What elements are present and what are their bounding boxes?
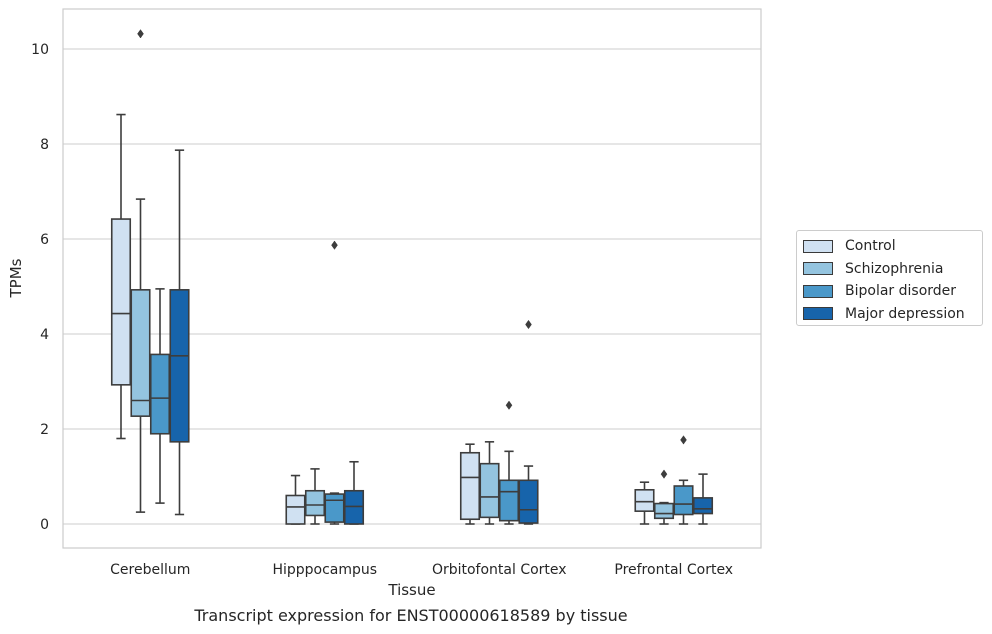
box-schizophrenia: [130, 29, 151, 513]
box-control: [459, 443, 481, 525]
box-iqr: [343, 489, 365, 525]
legend-label-schizophrenia: Schizophrenia: [845, 260, 944, 277]
box-iqr: [324, 493, 345, 523]
legend-label-control: Control: [845, 238, 896, 255]
box-control: [110, 113, 132, 440]
box-control: [634, 481, 655, 525]
box-iqr: [169, 289, 190, 443]
y-tick-label: 6: [40, 232, 49, 248]
box-major-depression: [169, 149, 190, 516]
x-tick-label: Cerebellum: [110, 562, 190, 578]
outlier-point: [331, 240, 338, 250]
outlier-point: [525, 319, 532, 330]
box-iqr: [673, 485, 694, 516]
outlier-point: [505, 400, 513, 410]
x-axis-label: Tissue: [387, 581, 435, 599]
box-series: [110, 29, 714, 525]
y-tick-label: 8: [40, 137, 49, 153]
box-iqr: [692, 497, 714, 515]
legend-item-major-depression: Major depression: [803, 303, 982, 326]
legend-swatch-schizophrenia: [803, 262, 833, 276]
box-major-depression: [343, 460, 365, 525]
y-tick-label: 10: [31, 42, 49, 58]
plot-area: [62, 8, 762, 549]
box-iqr: [110, 218, 132, 386]
box-iqr: [130, 289, 151, 417]
x-tick-label: Orbitofontal Cortex: [432, 562, 567, 578]
box-schizophrenia: [304, 468, 326, 525]
box-iqr: [518, 479, 539, 524]
box-schizophrenia: [653, 469, 675, 525]
y-tick-label: 4: [40, 327, 49, 343]
outlier-point: [137, 29, 144, 39]
legend: Control Schizophrenia Bipolar disorder M…: [796, 230, 983, 326]
box-bipolar-disorder: [498, 400, 520, 525]
y-tick-label: 0: [40, 517, 49, 533]
box-iqr: [304, 489, 326, 517]
box-schizophrenia: [479, 441, 500, 525]
outlier-point: [680, 435, 687, 445]
y-axis-label: TPMs: [7, 258, 25, 298]
legend-swatch-bipolar: [803, 284, 833, 298]
x-tick-label: Prefrontal Cortex: [614, 562, 733, 578]
box-bipolar-disorder: [324, 240, 345, 525]
x-tick-labels: Cerebellum Hipppocampus Orbitofontal Corte…: [110, 562, 733, 578]
chart-caption: Transcript expression for ENST0000061858…: [194, 606, 628, 625]
legend-label-bipolar: Bipolar disorder: [845, 283, 957, 300]
box-major-depression: [692, 473, 714, 525]
legend-item-control: Control: [803, 235, 982, 258]
legend-swatch-control: [803, 239, 833, 253]
box-major-depression: [518, 319, 539, 525]
legend-label-major-depression: Major depression: [845, 305, 965, 322]
box-iqr: [634, 488, 655, 512]
box-control: [285, 474, 306, 525]
y-tick-label: 2: [40, 422, 49, 438]
box-iqr: [459, 451, 481, 521]
box-iqr: [498, 479, 520, 522]
box-bipolar-disorder: [673, 435, 694, 525]
outlier-point: [660, 469, 668, 479]
box-iqr: [653, 502, 675, 520]
legend-swatch-major-depression: [803, 307, 833, 321]
box-bipolar-disorder: [149, 288, 171, 504]
x-tick-label: Hipppocampus: [272, 562, 377, 578]
legend-item-schizophrenia: Schizophrenia: [803, 258, 982, 281]
box-iqr: [285, 494, 306, 525]
y-tick-labels: 0 2 4 6 8 10: [31, 42, 49, 533]
legend-item-bipolar: Bipolar disorder: [803, 280, 982, 303]
box-iqr: [479, 462, 500, 519]
box-iqr: [149, 353, 171, 435]
